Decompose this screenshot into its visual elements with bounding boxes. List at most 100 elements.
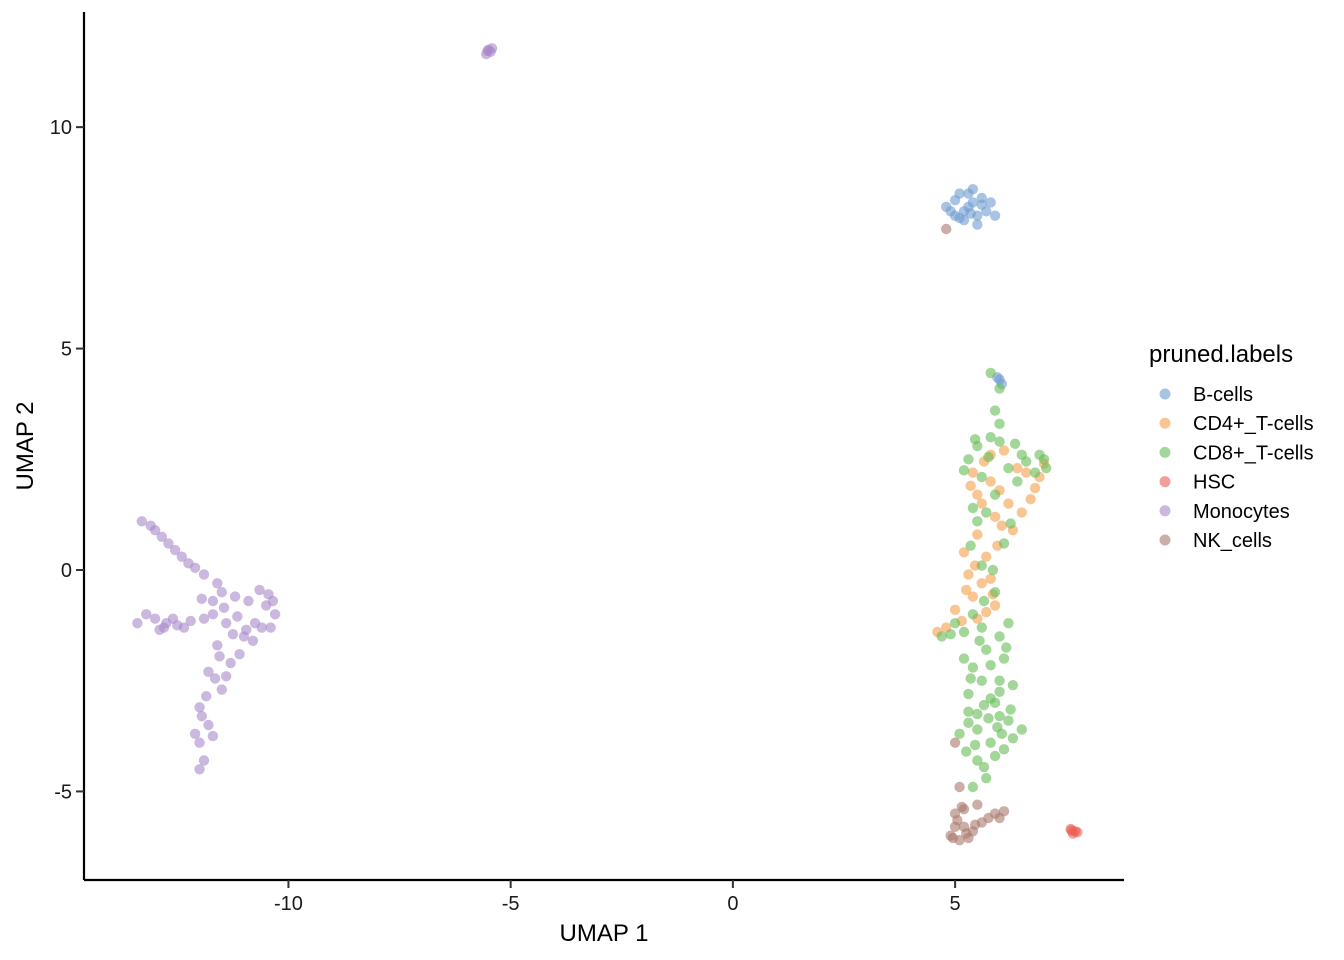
data-point [176, 551, 187, 562]
data-point [985, 476, 996, 487]
y-tick-label: 5 [61, 339, 72, 361]
data-point [985, 693, 996, 704]
data-point [994, 383, 1005, 394]
data-point [203, 666, 214, 678]
data-point [249, 617, 261, 629]
legend: pruned.labels B-cells CD4+_T-cells CD8+_T-… [1149, 341, 1314, 552]
data-point [254, 584, 265, 596]
data-point [201, 691, 212, 702]
data-point [972, 489, 983, 500]
data-point [967, 467, 979, 478]
data-point [954, 212, 965, 224]
data-point [972, 799, 983, 810]
data-point [194, 737, 205, 748]
legend-title: pruned.labels [1149, 341, 1293, 368]
data-point [965, 208, 976, 219]
legend-label: NK_cells [1193, 530, 1272, 552]
data-point [207, 595, 219, 607]
data-point [149, 613, 161, 624]
data-point [949, 737, 961, 748]
data-point [1001, 642, 1012, 653]
y-axis-ticks: -5 0 5 10 [50, 117, 84, 803]
data-point [972, 755, 983, 766]
data-point [958, 465, 970, 476]
data-point [994, 710, 1005, 722]
data-point [969, 819, 981, 830]
data-point [194, 764, 205, 775]
data-point [185, 615, 196, 627]
data-point [994, 436, 1005, 447]
data-point [154, 624, 165, 635]
legend-label: CD4+_T-cells [1193, 413, 1314, 435]
data-point [169, 544, 181, 556]
data-point [207, 730, 219, 742]
data-point [1016, 724, 1027, 735]
data-point [956, 801, 967, 813]
data-point [1005, 704, 1016, 715]
data-point [198, 613, 210, 624]
data-point [198, 569, 210, 580]
data-point [954, 781, 965, 793]
data-point [985, 573, 996, 585]
data-point [958, 547, 970, 558]
legend-label: CD8+_T-cells [1193, 442, 1314, 464]
data-point [985, 660, 996, 671]
data-point [989, 600, 1001, 611]
data-point [981, 551, 992, 562]
data-point [994, 418, 1005, 430]
data-point [194, 702, 205, 713]
data-point [1016, 507, 1027, 518]
data-point [994, 686, 1005, 697]
data-point [145, 520, 156, 531]
legend-items: B-cells CD4+_T-cells CD8+_T-cells HSC Monocy… [1159, 384, 1314, 552]
data-point [981, 606, 992, 618]
data-point [156, 531, 167, 542]
data-point [1025, 493, 1036, 505]
data-point [212, 640, 223, 651]
data-point [976, 199, 987, 210]
x-tick-label: -10 [274, 893, 303, 915]
data-point [969, 434, 981, 445]
data-point [269, 609, 281, 620]
data-point [196, 593, 207, 604]
data-point [1003, 462, 1014, 474]
data-point [954, 728, 965, 740]
data-point [243, 595, 254, 607]
data-point [989, 586, 1001, 598]
data-point [136, 516, 147, 527]
data-point [994, 631, 1005, 642]
data-point [983, 451, 994, 463]
data-point [974, 635, 985, 647]
data-point [1029, 482, 1041, 494]
data-point [218, 602, 230, 613]
points-layer [132, 43, 1083, 846]
data-point [958, 653, 970, 664]
data-point [967, 609, 979, 620]
data-point [989, 511, 1001, 523]
legend-swatch [1159, 417, 1171, 429]
data-point [189, 728, 201, 740]
data-point [949, 617, 961, 629]
data-point [1007, 679, 1019, 691]
data-point [196, 710, 207, 722]
data-point [1021, 456, 1032, 467]
data-point [961, 584, 972, 596]
data-point [965, 480, 976, 492]
data-point [965, 673, 976, 684]
data-point [225, 657, 236, 669]
data-point [203, 719, 214, 731]
data-point [967, 197, 979, 208]
data-point [989, 750, 1001, 762]
data-point [198, 755, 210, 766]
data-point [1021, 467, 1032, 478]
data-point [163, 538, 174, 549]
data-point [1003, 715, 1014, 726]
legend-swatch [1159, 476, 1171, 488]
data-point [967, 781, 979, 793]
data-point [941, 223, 952, 235]
data-point [1003, 617, 1014, 629]
legend-label: B-cells [1193, 384, 1253, 406]
data-point [963, 454, 974, 465]
data-point [945, 629, 956, 640]
